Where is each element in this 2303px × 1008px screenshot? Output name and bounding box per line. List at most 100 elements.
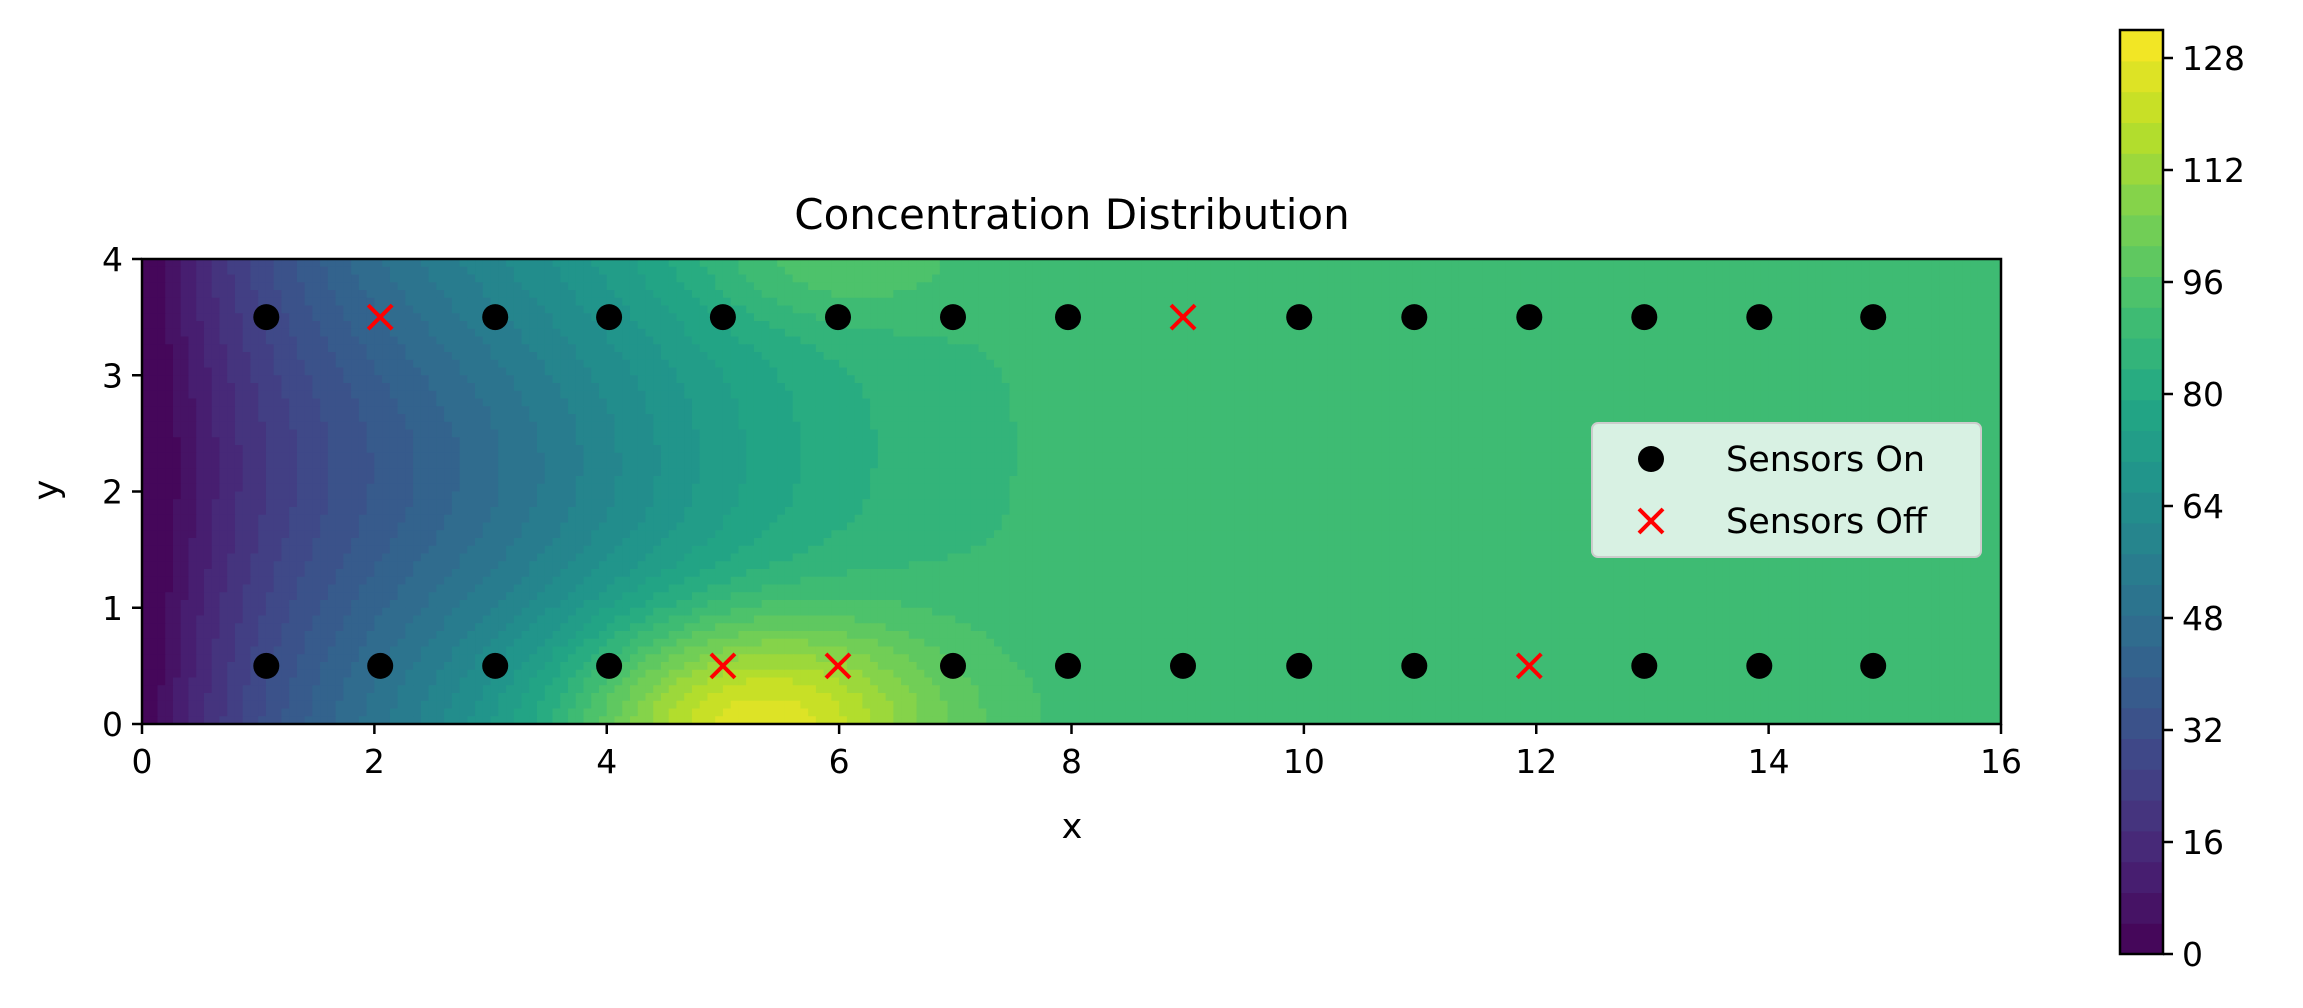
contour-cell [916,352,925,361]
contour-cell [1172,336,1181,345]
contour-cell [1203,282,1212,291]
contour-cell [142,266,151,276]
contour-cell [1017,414,1026,423]
contour-cell [637,344,647,353]
contour-cell [1706,375,1716,384]
contour-cell [1605,259,1615,268]
contour-cell [1164,383,1173,392]
contour-cell [777,383,786,392]
contour-cell [343,290,352,299]
contour-cell [1327,359,1336,369]
contour-cell [1164,297,1173,307]
contour-cell [242,274,252,283]
contour-cell [1125,321,1135,330]
contour-cell [1086,297,1096,307]
contour-cell [327,297,337,307]
contour-cell [1985,259,1994,268]
contour-cell [1482,344,1491,353]
contour-cell [258,398,267,407]
contour-cell [188,328,197,338]
contour-cell [629,352,639,361]
contour-cell [180,259,190,268]
contour-cell [622,352,631,361]
contour-cell [312,367,321,376]
contour-cell [1869,259,1878,268]
contour-cell [1048,274,1057,283]
contour-cell [1195,375,1204,384]
contour-cell [1203,336,1212,345]
contour-cell [978,406,987,415]
contour-cell [1141,336,1150,345]
contour-cell [1071,259,1080,268]
contour-cell [1350,297,1359,307]
contour-cell [629,297,639,307]
contour-cell [730,321,740,330]
contour-cell [1652,274,1661,283]
contour-cell [955,297,964,307]
contour-cell [513,414,523,423]
contour-cell [1652,297,1661,307]
contour-cell [1303,406,1313,415]
contour-cell [1474,375,1483,384]
contour-cell [1063,406,1073,415]
contour-cell [273,406,283,415]
contour-cell [203,375,213,384]
contour-cell [939,336,949,345]
contour-cell [1458,321,1468,330]
contour-cell [1915,359,1925,369]
contour-cell [1094,321,1104,330]
contour-cell [320,398,329,407]
contour-cell [459,305,468,314]
contour-cell [722,282,732,291]
contour-cell [784,344,794,353]
contour-cell [1458,390,1468,400]
contour-cell [707,321,716,330]
contour-cell [258,383,267,392]
contour-cell [722,344,732,353]
contour-cell [575,414,585,423]
contour-cell [823,359,832,369]
contour-cell [1520,367,1530,376]
contour-cell [1288,274,1297,283]
contour-cell [591,290,600,299]
contour-cell [1954,305,1963,314]
contour-cell [846,321,856,330]
contour-cell [1288,359,1297,369]
contour-cell [1102,336,1111,345]
contour-cell [180,321,190,330]
contour-cell [1412,414,1421,423]
contour-cell [1319,414,1328,423]
contour-cell [1946,359,1956,369]
contour-cell [1210,383,1220,392]
contour-cell [1288,367,1297,376]
contour-cell [1412,344,1421,353]
contour-cell [172,359,182,369]
contour-cell [1954,266,1963,276]
contour-cell [653,290,662,299]
contour-cell [1877,266,1886,276]
contour-cell [1443,390,1452,400]
contour-cell [304,328,314,338]
contour-cell [1559,344,1568,353]
contour-cell [591,375,600,384]
contour-cell [234,367,244,376]
contour-cell [234,344,244,353]
contour-cell [1923,344,1932,353]
contour-cell [699,297,709,307]
contour-cell [1629,375,1638,384]
contour-cell [1218,398,1228,407]
contour-cell [165,414,174,423]
contour-cell [475,352,484,361]
contour-cell [1048,305,1057,314]
contour-cell [1133,336,1142,345]
contour-cell [420,344,430,353]
contour-cell [908,266,918,276]
contour-cell [1358,414,1367,423]
contour-cell [1032,305,1042,314]
contour-cell [1698,406,1708,415]
contour-cell [599,414,608,423]
contour-cell [289,398,298,407]
contour-cell [1334,336,1344,345]
contour-cell [877,344,887,353]
contour-cell [1017,367,1026,376]
